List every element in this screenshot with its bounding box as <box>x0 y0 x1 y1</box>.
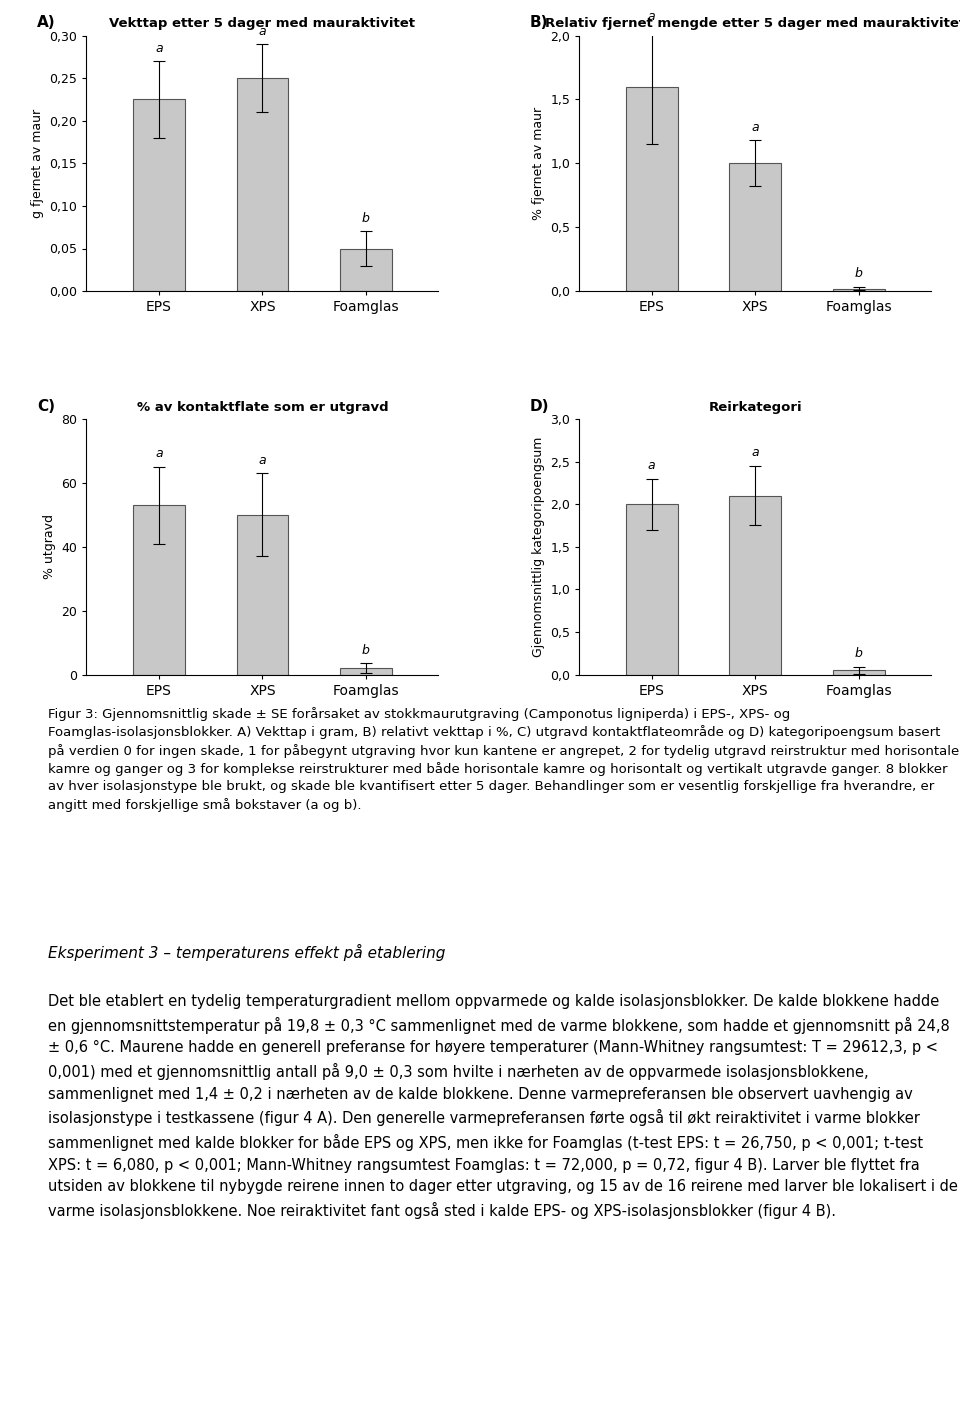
Text: a: a <box>258 454 266 467</box>
Title: Reirkategori: Reirkategori <box>708 400 802 413</box>
Text: A): A) <box>37 16 56 30</box>
Bar <box>730 496 781 674</box>
Text: a: a <box>648 459 656 471</box>
Bar <box>133 99 184 291</box>
Bar <box>340 669 392 674</box>
Bar <box>730 163 781 291</box>
Y-axis label: g fjernet av maur: g fjernet av maur <box>31 109 44 217</box>
Text: a: a <box>648 10 656 23</box>
Bar <box>626 87 678 291</box>
Title: % av kontaktflate som er utgravd: % av kontaktflate som er utgravd <box>136 400 388 413</box>
Y-axis label: % utgravd: % utgravd <box>43 514 56 579</box>
Text: b: b <box>854 648 863 660</box>
Bar <box>236 78 288 291</box>
Text: a: a <box>752 446 759 460</box>
Text: B): B) <box>530 16 548 30</box>
Title: Relativ fjernet mengde etter 5 dager med mauraktivitet: Relativ fjernet mengde etter 5 dager med… <box>545 17 960 30</box>
Text: D): D) <box>530 399 549 413</box>
Title: Vekttap etter 5 dager med mauraktivitet: Vekttap etter 5 dager med mauraktivitet <box>109 17 416 30</box>
Text: Figur 3: Gjennomsnittlig skade ± SE forårsaket av stokkmaurutgraving (Camponotus: Figur 3: Gjennomsnittlig skade ± SE forå… <box>48 707 959 812</box>
Text: a: a <box>752 121 759 133</box>
Text: Eksperiment 3 – temperaturens effekt på etablering: Eksperiment 3 – temperaturens effekt på … <box>48 944 445 961</box>
Text: b: b <box>362 212 370 226</box>
Text: Det ble etablert en tydelig temperaturgradient mellom oppvarmede og kalde isolas: Det ble etablert en tydelig temperaturgr… <box>48 994 958 1218</box>
Bar <box>833 670 884 674</box>
Text: a: a <box>156 41 162 54</box>
Bar <box>133 506 184 674</box>
Y-axis label: % fjernet av maur: % fjernet av maur <box>532 106 544 220</box>
Bar <box>626 504 678 674</box>
Bar <box>340 248 392 291</box>
Text: a: a <box>156 447 162 460</box>
Text: C): C) <box>37 399 55 413</box>
Text: b: b <box>362 643 370 657</box>
Text: b: b <box>854 267 863 280</box>
Bar <box>236 515 288 674</box>
Bar <box>833 288 884 291</box>
Y-axis label: Gjennomsnittlig kategoripoengsum: Gjennomsnittlig kategoripoengsum <box>532 436 544 657</box>
Text: a: a <box>258 24 266 38</box>
